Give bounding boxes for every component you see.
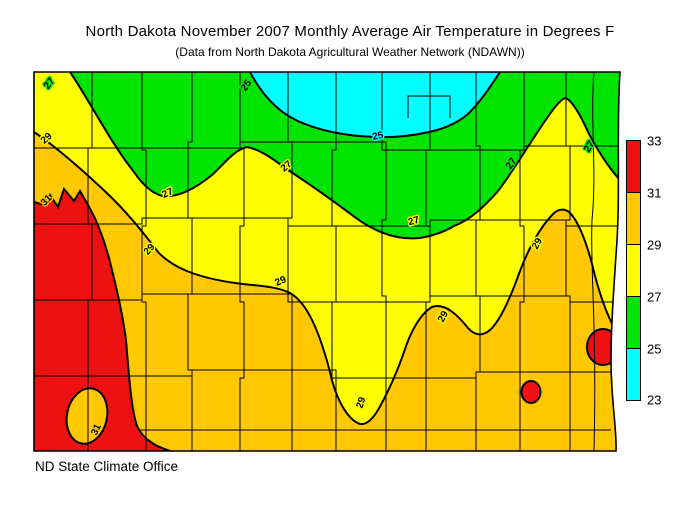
colorbar-cell-29-31 — [626, 192, 641, 245]
contour-lines — [34, 72, 620, 451]
contour-line-29 — [34, 131, 620, 426]
colorbar-cell-27-29 — [626, 244, 641, 297]
contour-line-31 — [34, 186, 178, 451]
colorbar-tick-23: 23 — [647, 392, 662, 408]
colorbar-tick-25: 25 — [647, 341, 662, 357]
hotspot-red-small — [520, 380, 542, 404]
region-cyan-23-25 — [250, 72, 500, 138]
colorbar-cell-23-25 — [626, 348, 641, 401]
colorbar-cell-25-27 — [626, 296, 641, 349]
colorbar-tick-31: 31 — [647, 185, 662, 201]
page-title: North Dakota November 2007 Monthly Avera… — [85, 23, 615, 40]
colorbar-cell-31-33 — [626, 140, 641, 193]
region-green-25-27 — [70, 72, 620, 239]
state-border — [33, 71, 621, 452]
colorbar-tick-29: 29 — [647, 237, 662, 253]
colorbar-tick-27: 27 — [647, 289, 662, 305]
colorbar-tick-33: 33 — [647, 133, 662, 149]
contour-line-27 — [69, 72, 620, 240]
contour-line-25 — [249, 72, 501, 139]
region-orange-29-31 — [34, 132, 620, 451]
attribution-text: ND State Climate Office — [35, 459, 179, 474]
page-subtitle: (Data from North Dakota Agricultural Wea… — [175, 45, 525, 59]
hotspot-red-large — [586, 328, 620, 366]
region-oval-29-31 — [65, 387, 109, 445]
region-red-31-33 — [34, 189, 177, 451]
